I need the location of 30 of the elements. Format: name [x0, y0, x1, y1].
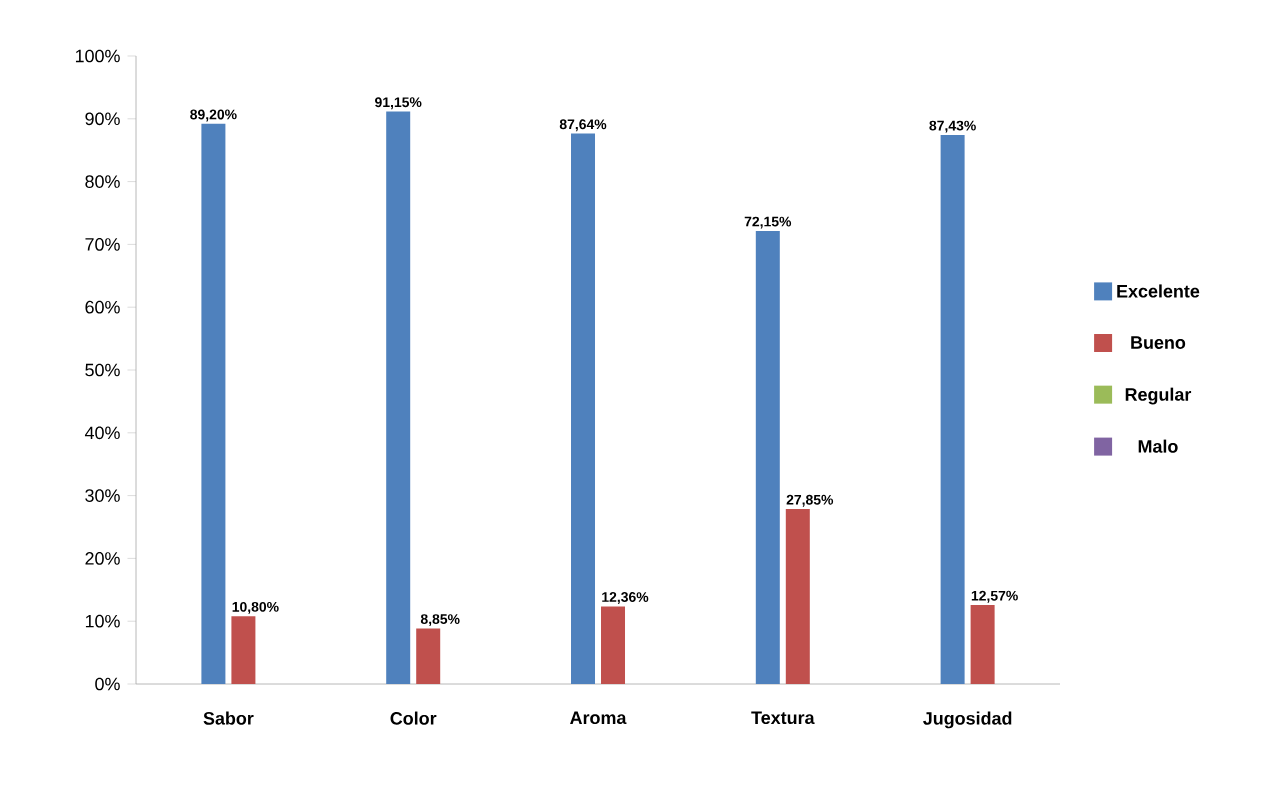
bar	[571, 133, 596, 684]
y-tick-label: 0%	[95, 677, 120, 691]
bar	[970, 605, 995, 684]
y-tick-label: 90%	[85, 112, 120, 126]
legend-label: Excelente	[1117, 284, 1200, 298]
bar	[201, 123, 226, 684]
y-tick-label: 70%	[85, 238, 120, 251]
bar	[940, 134, 965, 684]
x-tick-label: Textura	[751, 711, 815, 725]
x-tick-label: Sabor	[203, 711, 254, 725]
x-tick-label: Jugosidad	[923, 711, 1012, 729]
bar	[416, 628, 441, 684]
legend-label: Bueno	[1131, 336, 1186, 349]
y-tick-label: 20%	[85, 552, 120, 565]
y-tick-label: 80%	[85, 175, 120, 188]
bar	[785, 509, 810, 684]
y-tick-label: 50%	[85, 363, 120, 377]
y-tick-label: 10%	[85, 614, 120, 628]
y-tick-label: 100%	[75, 49, 120, 63]
x-tick-label: Aroma	[570, 711, 627, 725]
bar	[386, 111, 411, 684]
y-tick-label: 30%	[85, 489, 120, 502]
y-tick-label: 60%	[85, 300, 120, 314]
bar	[755, 230, 780, 684]
x-tick-label: Color	[390, 711, 437, 725]
legend-label: Malo	[1138, 439, 1178, 453]
bar	[601, 606, 626, 684]
y-tick-label: 40%	[84, 426, 120, 440]
legend-label: Regular	[1125, 387, 1192, 405]
bar	[231, 616, 256, 684]
